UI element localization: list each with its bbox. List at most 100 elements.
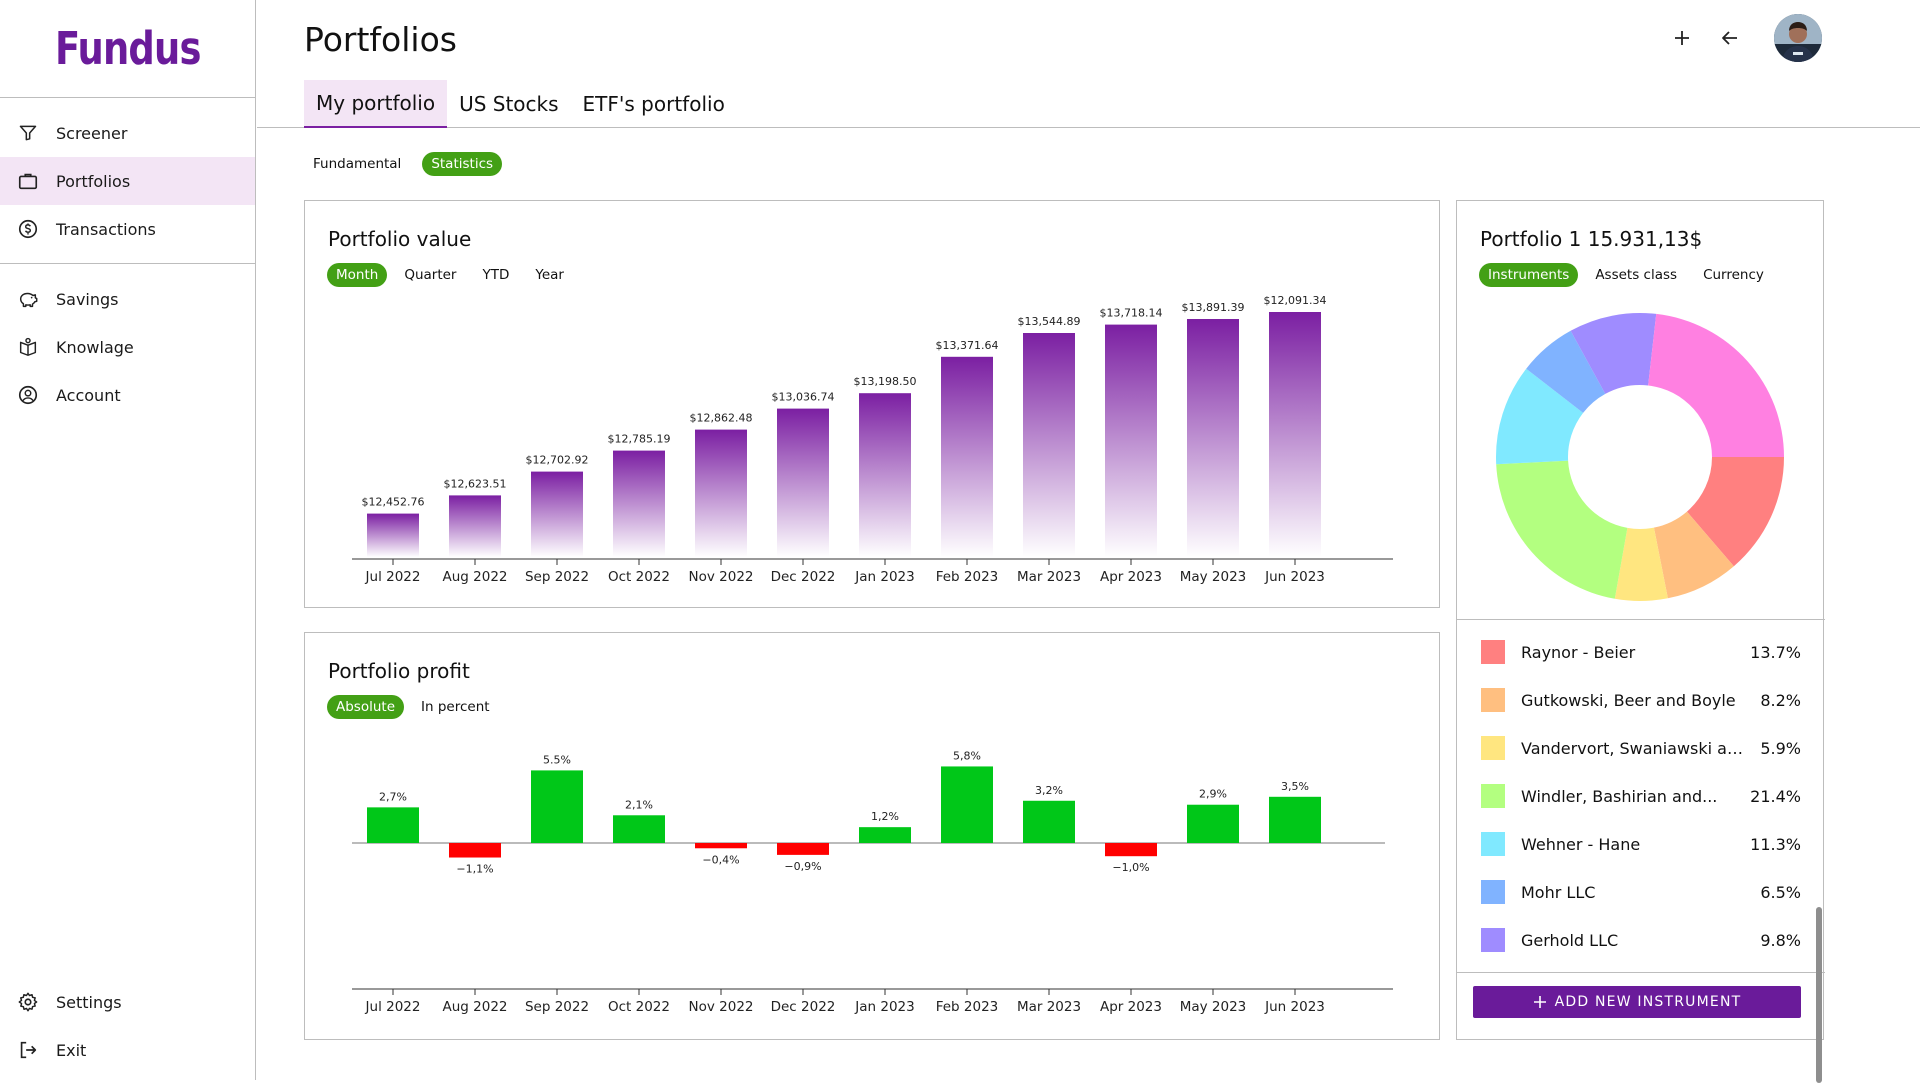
mode-assets-class[interactable]: Assets class xyxy=(1595,267,1678,283)
allocation-donut-chart xyxy=(1496,313,1784,601)
portfolio-allocation-card: Portfolio 1 15.931,13$ Instruments Asset… xyxy=(1456,200,1825,1083)
instrument-percent: 13.7% xyxy=(1750,642,1801,662)
portfolio-value-card: Portfolio value Month Quarter YTD Year $… xyxy=(304,200,1440,608)
value-data-label: $13,036.74 xyxy=(772,391,835,404)
portfolio-profit-chart: 2,7% Jul 2022 −1,1% Aug 2022 5.5% Sep 2022 2,1… xyxy=(352,749,1393,1015)
x-tick-label: Sep 2022 xyxy=(525,569,589,585)
book-icon xyxy=(16,335,40,359)
list-item[interactable]: Gutkowski, Beer and Boyle 8.2% xyxy=(1457,676,1825,724)
mode-absolute[interactable]: Absolute xyxy=(327,695,405,719)
value-data-label: $13,718.14 xyxy=(1100,307,1163,320)
value-data-label: $12,862.48 xyxy=(690,412,753,425)
sidebar-item-exit[interactable]: Exit xyxy=(0,1026,255,1074)
x-tick-label: Apr 2023 xyxy=(1100,569,1162,585)
card-title: Portfolio 1 15.931,13$ xyxy=(1480,227,1703,251)
sidebar-item-transactions[interactable]: Transactions xyxy=(0,205,255,253)
briefcase-icon xyxy=(16,169,40,193)
list-item[interactable]: Wehner - Hane 11.3% xyxy=(1457,820,1825,868)
logo[interactable]: Fundus xyxy=(0,0,255,98)
x-tick-label: May 2023 xyxy=(1180,999,1247,1015)
x-tick-label: Jan 2023 xyxy=(854,569,914,585)
value-bar xyxy=(449,495,501,557)
instrument-name: Gutkowski, Beer and Boyle xyxy=(1521,690,1736,710)
x-tick-label: Jan 2023 xyxy=(854,999,914,1015)
period-month[interactable]: Month xyxy=(327,263,388,287)
profit-data-label: −0,9% xyxy=(784,860,821,873)
arrow-left-icon xyxy=(1722,31,1737,45)
sidebar-item-knowlage[interactable]: Knowlage xyxy=(0,323,255,371)
value-data-label: $12,702.92 xyxy=(526,454,589,467)
profit-data-label: 5,8% xyxy=(953,749,981,762)
profit-data-label: 2,7% xyxy=(379,790,407,803)
mode-in-percent[interactable]: In percent xyxy=(421,699,490,715)
period-quarter[interactable]: Quarter xyxy=(404,267,457,283)
sidebar-item-savings[interactable]: Savings xyxy=(0,275,255,323)
value-bar xyxy=(613,450,665,557)
period-ytd[interactable]: YTD xyxy=(482,267,510,283)
x-tick-label: Feb 2023 xyxy=(936,999,999,1015)
donut-slice xyxy=(1614,527,1668,601)
list-item[interactable]: Windler, Bashirian and... 21.4% xyxy=(1457,772,1825,820)
profit-data-label: 3,2% xyxy=(1035,784,1063,797)
donut-slice xyxy=(1686,457,1784,567)
list-item[interactable]: Gerhold LLC 9.8% xyxy=(1457,916,1825,964)
profit-bar xyxy=(1269,796,1321,843)
plus-icon xyxy=(1675,31,1689,45)
value-data-label: $13,544.89 xyxy=(1018,315,1081,328)
mode-currency[interactable]: Currency xyxy=(1703,267,1764,283)
donut-slice xyxy=(1648,313,1784,457)
allocation-mode-selector: Instruments Assets class Currency xyxy=(1479,263,1773,287)
x-tick-label: Nov 2022 xyxy=(689,569,754,585)
list-scrollbar[interactable] xyxy=(1816,907,1822,1083)
tab-my-portfolio[interactable]: My portfolio xyxy=(304,80,448,128)
sidebar-item-screener[interactable]: Screener xyxy=(0,109,255,157)
gear-icon xyxy=(16,990,40,1014)
x-tick-label: Jun 2023 xyxy=(1264,569,1325,585)
period-selector: Month Quarter YTD Year xyxy=(327,263,573,287)
logo-text: Fundus xyxy=(54,22,201,75)
period-year[interactable]: Year xyxy=(535,267,564,283)
list-item[interactable]: Mohr LLC 6.5% xyxy=(1457,868,1825,916)
header: Portfolios My portfolio US Stocks ETF's … xyxy=(257,0,1920,128)
back-button[interactable] xyxy=(1706,14,1754,62)
sidebar-item-portfolios[interactable]: Portfolios xyxy=(0,157,255,205)
profit-data-label: 5.5% xyxy=(543,753,571,766)
profit-bar xyxy=(1187,804,1239,843)
profit-mode-selector: Absolute In percent xyxy=(327,695,499,719)
donut-slice xyxy=(1496,460,1628,599)
instrument-name: Mohr LLC xyxy=(1521,882,1596,902)
donut-slice xyxy=(1496,368,1584,465)
view-toggle: Fundamental Statistics xyxy=(304,152,503,176)
sidebar-item-settings[interactable]: Settings xyxy=(0,978,255,1026)
color-swatch xyxy=(1481,784,1505,808)
nav-group-secondary: Savings Knowlage Account xyxy=(0,264,255,429)
avatar[interactable] xyxy=(1774,14,1822,62)
value-data-label: $13,371.64 xyxy=(936,339,999,352)
mode-instruments[interactable]: Instruments xyxy=(1479,263,1579,287)
tab-etfs-portfolio[interactable]: ETF's portfolio xyxy=(582,92,725,116)
sidebar-item-label: Savings xyxy=(56,289,119,309)
toggle-fundamental[interactable]: Fundamental xyxy=(313,156,402,172)
x-tick-label: Feb 2023 xyxy=(936,569,999,585)
add-new-instrument-button[interactable]: ADD NEW INSTRUMENT xyxy=(1473,986,1801,1018)
instrument-list: Raynor - Beier 13.7% Gutkowski, Beer and B… xyxy=(1457,619,1825,973)
profit-data-label: 3,5% xyxy=(1281,780,1309,793)
add-button[interactable] xyxy=(1658,14,1706,62)
instrument-percent: 8.2% xyxy=(1760,690,1801,710)
toggle-statistics[interactable]: Statistics xyxy=(422,152,503,176)
value-data-label: $13,198.50 xyxy=(854,375,917,388)
tab-us-stocks[interactable]: US Stocks xyxy=(459,92,559,116)
page-title: Portfolios xyxy=(304,20,457,59)
sidebar-item-label: Exit xyxy=(56,1040,87,1060)
instrument-percent: 21.4% xyxy=(1750,786,1801,806)
sidebar-item-account[interactable]: Account xyxy=(0,371,255,419)
profit-data-label: −1,0% xyxy=(1112,861,1149,874)
profit-bar xyxy=(1105,843,1157,857)
color-swatch xyxy=(1481,928,1505,952)
instrument-name: Vandervort, Swaniawski and... xyxy=(1521,738,1749,758)
profit-bar xyxy=(449,843,501,858)
list-item[interactable]: Raynor - Beier 13.7% xyxy=(1457,628,1825,676)
profit-data-label: 2,9% xyxy=(1199,788,1227,801)
profit-data-label: −0,4% xyxy=(702,853,739,866)
list-item[interactable]: Vandervort, Swaniawski and... 5.9% xyxy=(1457,724,1825,772)
